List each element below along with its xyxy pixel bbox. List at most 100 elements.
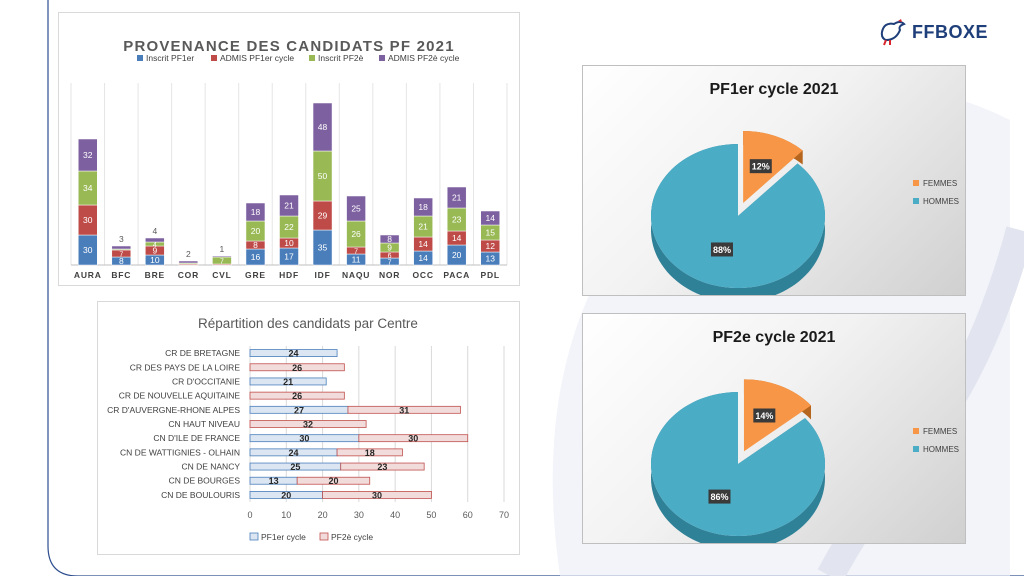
category-label: CN DE WATTIGNIES - OLHAIN	[120, 447, 240, 457]
data-label: 30	[372, 490, 382, 500]
bar-segment	[249, 363, 345, 372]
data-label: 2	[186, 249, 191, 259]
data-label: 3	[119, 234, 124, 244]
legend-swatch	[913, 198, 919, 204]
category-label: AURA	[74, 270, 102, 280]
x-tick-label: 20	[318, 510, 328, 520]
logo-text: FFBOXE	[912, 21, 989, 42]
legend-label: HOMMES	[923, 445, 959, 454]
category-label: CN HAUT NIVEAU	[168, 419, 240, 429]
legend-swatch	[137, 55, 143, 61]
data-label: 14	[485, 213, 495, 223]
bar-segment	[145, 237, 165, 243]
data-label: 26	[351, 229, 361, 239]
category-label: CVL	[212, 270, 231, 280]
data-label: 8	[387, 234, 392, 244]
data-label: 24	[289, 448, 299, 458]
category-label: CR D'OCCITANIE	[172, 376, 240, 386]
bar-segment	[245, 202, 266, 222]
data-label: 13	[485, 254, 495, 264]
data-label: 24	[289, 349, 299, 359]
data-label: 16	[251, 252, 261, 262]
category-label: CR DES PAYS DE LA LOIRE	[130, 362, 241, 372]
rooster-icon	[880, 19, 906, 46]
data-label: 8	[119, 256, 124, 266]
category-label: BFC	[111, 270, 131, 280]
data-label: 23	[377, 462, 387, 472]
legend-swatch	[309, 55, 315, 61]
data-label: 9	[152, 246, 157, 256]
legend-swatch	[319, 532, 329, 541]
category-label: NAQU	[342, 270, 370, 280]
slice-label: 14%	[755, 411, 773, 421]
data-label: 21	[284, 201, 294, 211]
bar-segment	[336, 448, 403, 457]
data-label: 30	[83, 215, 93, 225]
pie-chart-panel-pf1: PF1er cycle 2021 12% 88% FEMMES HOMMES	[582, 65, 966, 302]
data-label: 31	[399, 405, 409, 415]
data-label: 22	[284, 222, 294, 232]
data-label: 4	[153, 242, 157, 249]
data-label: 15	[485, 228, 495, 238]
bar-segment	[296, 476, 371, 485]
chart-title: PROVENANCE DES CANDIDATS PF 2021	[123, 38, 455, 55]
bar-segment	[446, 186, 467, 209]
legend-label: PF2è cycle	[331, 532, 373, 542]
bar-segment	[358, 434, 469, 443]
pie-slice	[743, 130, 803, 203]
bar-segment	[249, 377, 327, 386]
slice-label-box	[753, 408, 776, 423]
pie-slice	[743, 379, 811, 452]
bar-segment	[279, 194, 299, 217]
stacked-bar-chart-panel: PROVENANCE DES CANDIDATS PF 2021 Inscrit …	[58, 12, 520, 286]
data-label: 50	[318, 171, 328, 181]
data-label: 8	[253, 240, 258, 250]
pie-slice	[651, 144, 825, 288]
category-label: PDL	[481, 270, 500, 280]
horizontal-bar-chart: Répartition des candidats par Centre 0 10 2…	[107, 316, 509, 542]
data-label: 48	[318, 122, 328, 132]
data-label: 26	[292, 391, 302, 401]
data-label: 4	[152, 226, 157, 236]
data-label: 11	[352, 255, 361, 265]
data-label: 18	[251, 207, 261, 217]
x-tick-label: 10	[281, 510, 291, 520]
slice-label-box	[749, 159, 772, 174]
legend-label: Inscrit PF1er	[146, 53, 194, 63]
data-label: 20	[328, 476, 338, 486]
data-label: 9	[387, 243, 392, 253]
data-label: 12	[485, 241, 495, 251]
x-tick-label: 60	[463, 510, 473, 520]
bar-segment	[480, 210, 500, 226]
pie-chart-pf1: PF1er cycle 2021 12% 88% FEMMES HOMMES	[651, 81, 959, 302]
data-label: 7	[220, 259, 224, 266]
chart-title: PF2e cycle 2021	[713, 329, 836, 346]
category-label: IDF	[314, 270, 330, 280]
data-label: 13	[269, 476, 279, 486]
data-label: 1	[220, 244, 225, 254]
data-label: 18	[365, 448, 375, 458]
data-label: 10	[150, 255, 160, 265]
category-label: BRE	[145, 270, 165, 280]
data-label: 18	[418, 202, 428, 212]
bar-segment	[346, 195, 366, 222]
slice-label: 88%	[713, 245, 731, 255]
slice-label: 12%	[752, 162, 770, 172]
data-label: 21	[418, 222, 428, 232]
data-label: 21	[452, 193, 462, 203]
category-label: GRE	[245, 270, 266, 280]
data-label: 20	[452, 250, 462, 260]
legend-swatch	[913, 180, 919, 186]
data-label: 26	[292, 363, 302, 373]
bar-segment	[249, 420, 367, 428]
legend-label: ADMIS PF1er cycle	[220, 53, 294, 63]
data-label: 35	[318, 243, 328, 253]
data-label: 29	[318, 211, 328, 221]
data-label: 21	[283, 377, 293, 387]
bar-segment	[379, 234, 400, 244]
x-tick-label: 40	[390, 510, 400, 520]
category-label: CN D'ILE DE FRANCE	[153, 433, 240, 443]
chart-title: Répartition des candidats par Centre	[198, 316, 418, 331]
chart-title: PF1er cycle 2021	[710, 81, 839, 98]
data-label: 23	[452, 215, 462, 225]
